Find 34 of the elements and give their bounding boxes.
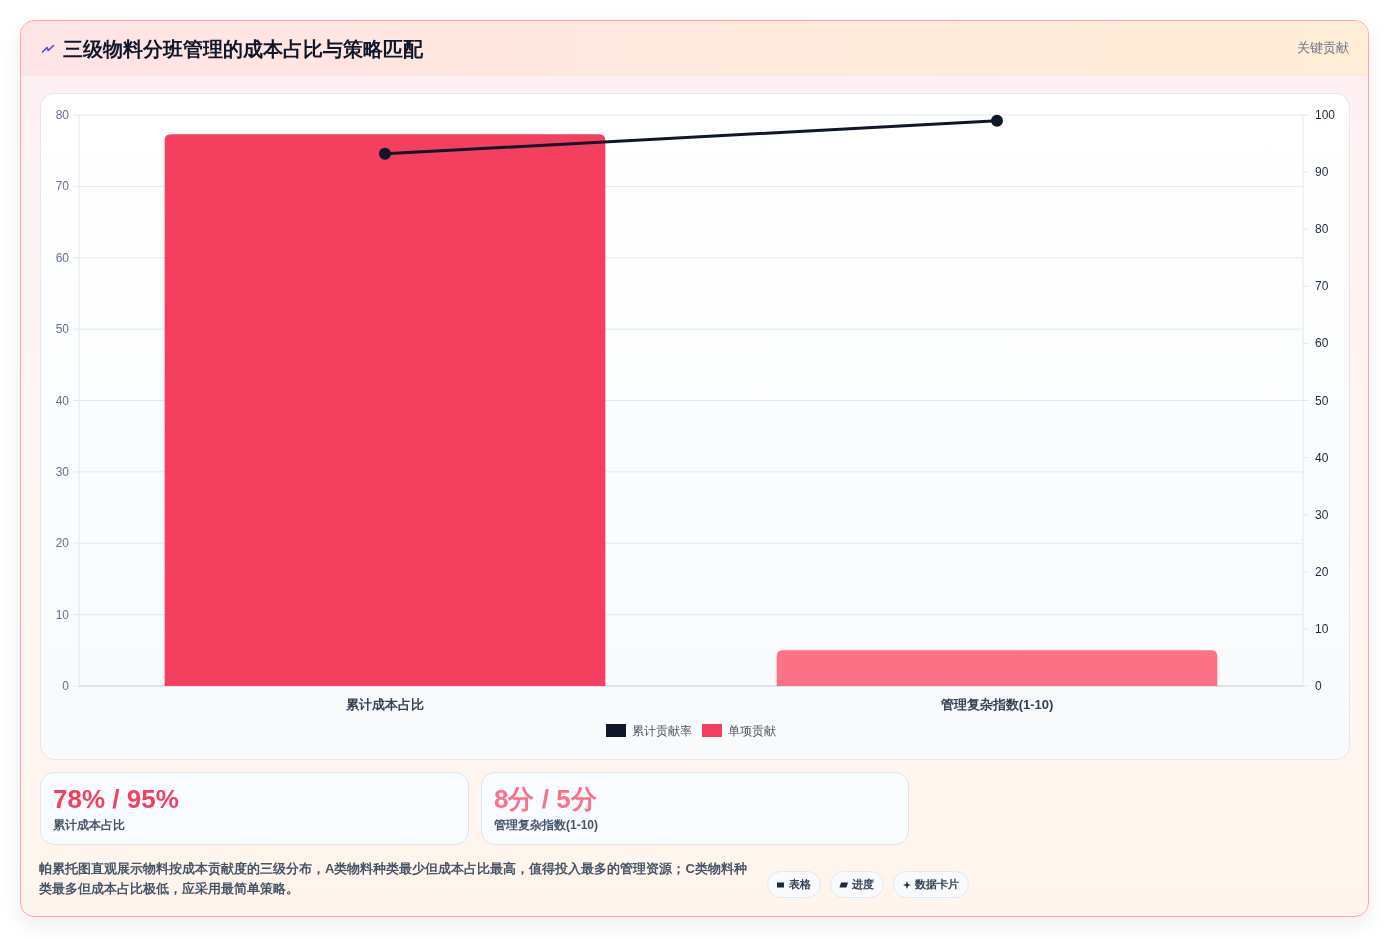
x-tick-label: 管理复杂指数(1-10) (940, 696, 1054, 712)
y2-tick-label: 0 (1315, 679, 1322, 693)
y2-tick-label: 10 (1315, 621, 1329, 636)
chart-title: 三级物料分班管理的成本占比与策略匹配 (63, 37, 423, 62)
text: 帕累托图直观展示物料按成本贡献度的三级分布，A类物料种类最少但成本占比最高，值得投入最多的管理资源；C类物料种类最多但成本占比极低，应采用最简单策略。 (39, 860, 748, 898)
y-tick-label: 0 (62, 679, 69, 693)
text: 8分 / 5分 (494, 783, 597, 815)
legend-label: 累计贡献率 (632, 724, 692, 738)
y-tick-label: 70 (55, 179, 69, 194)
text: 数据卡片 (915, 877, 959, 892)
y2-tick-label: 90 (1315, 165, 1329, 180)
y-tick-label: 50 (55, 322, 69, 337)
x-tick-label: 累计成本占比 (346, 696, 424, 712)
text: 进度 (852, 877, 874, 892)
y-tick-label: 40 (55, 393, 69, 408)
y2-tick-label: 70 (1315, 279, 1329, 294)
y-tick-label: 80 (55, 108, 69, 122)
text: 关键贡献 (1297, 39, 1349, 57)
y2-tick-label: 80 (1315, 222, 1329, 237)
y2-tick-label: 60 (1315, 336, 1329, 351)
text: 管理复杂指数(1-10) (494, 817, 599, 834)
text: 表格 (789, 877, 811, 892)
y-tick-label: 60 (55, 250, 69, 265)
legend-label: 单项贡献 (728, 724, 776, 738)
y2-tick-label: 20 (1315, 564, 1329, 579)
y-tick-label: 20 (55, 536, 69, 551)
y2-tick-label: 40 (1315, 450, 1329, 465)
text: 78% / 95% (53, 783, 179, 815)
y2-tick-label: 50 (1315, 393, 1329, 408)
y-tick-label: 30 (55, 464, 69, 479)
y2-tick-label: 100 (1315, 108, 1336, 122)
y2-tick-label: 30 (1315, 507, 1329, 522)
y-tick-label: 10 (55, 607, 69, 622)
text: 累计成本占比 (53, 817, 125, 834)
